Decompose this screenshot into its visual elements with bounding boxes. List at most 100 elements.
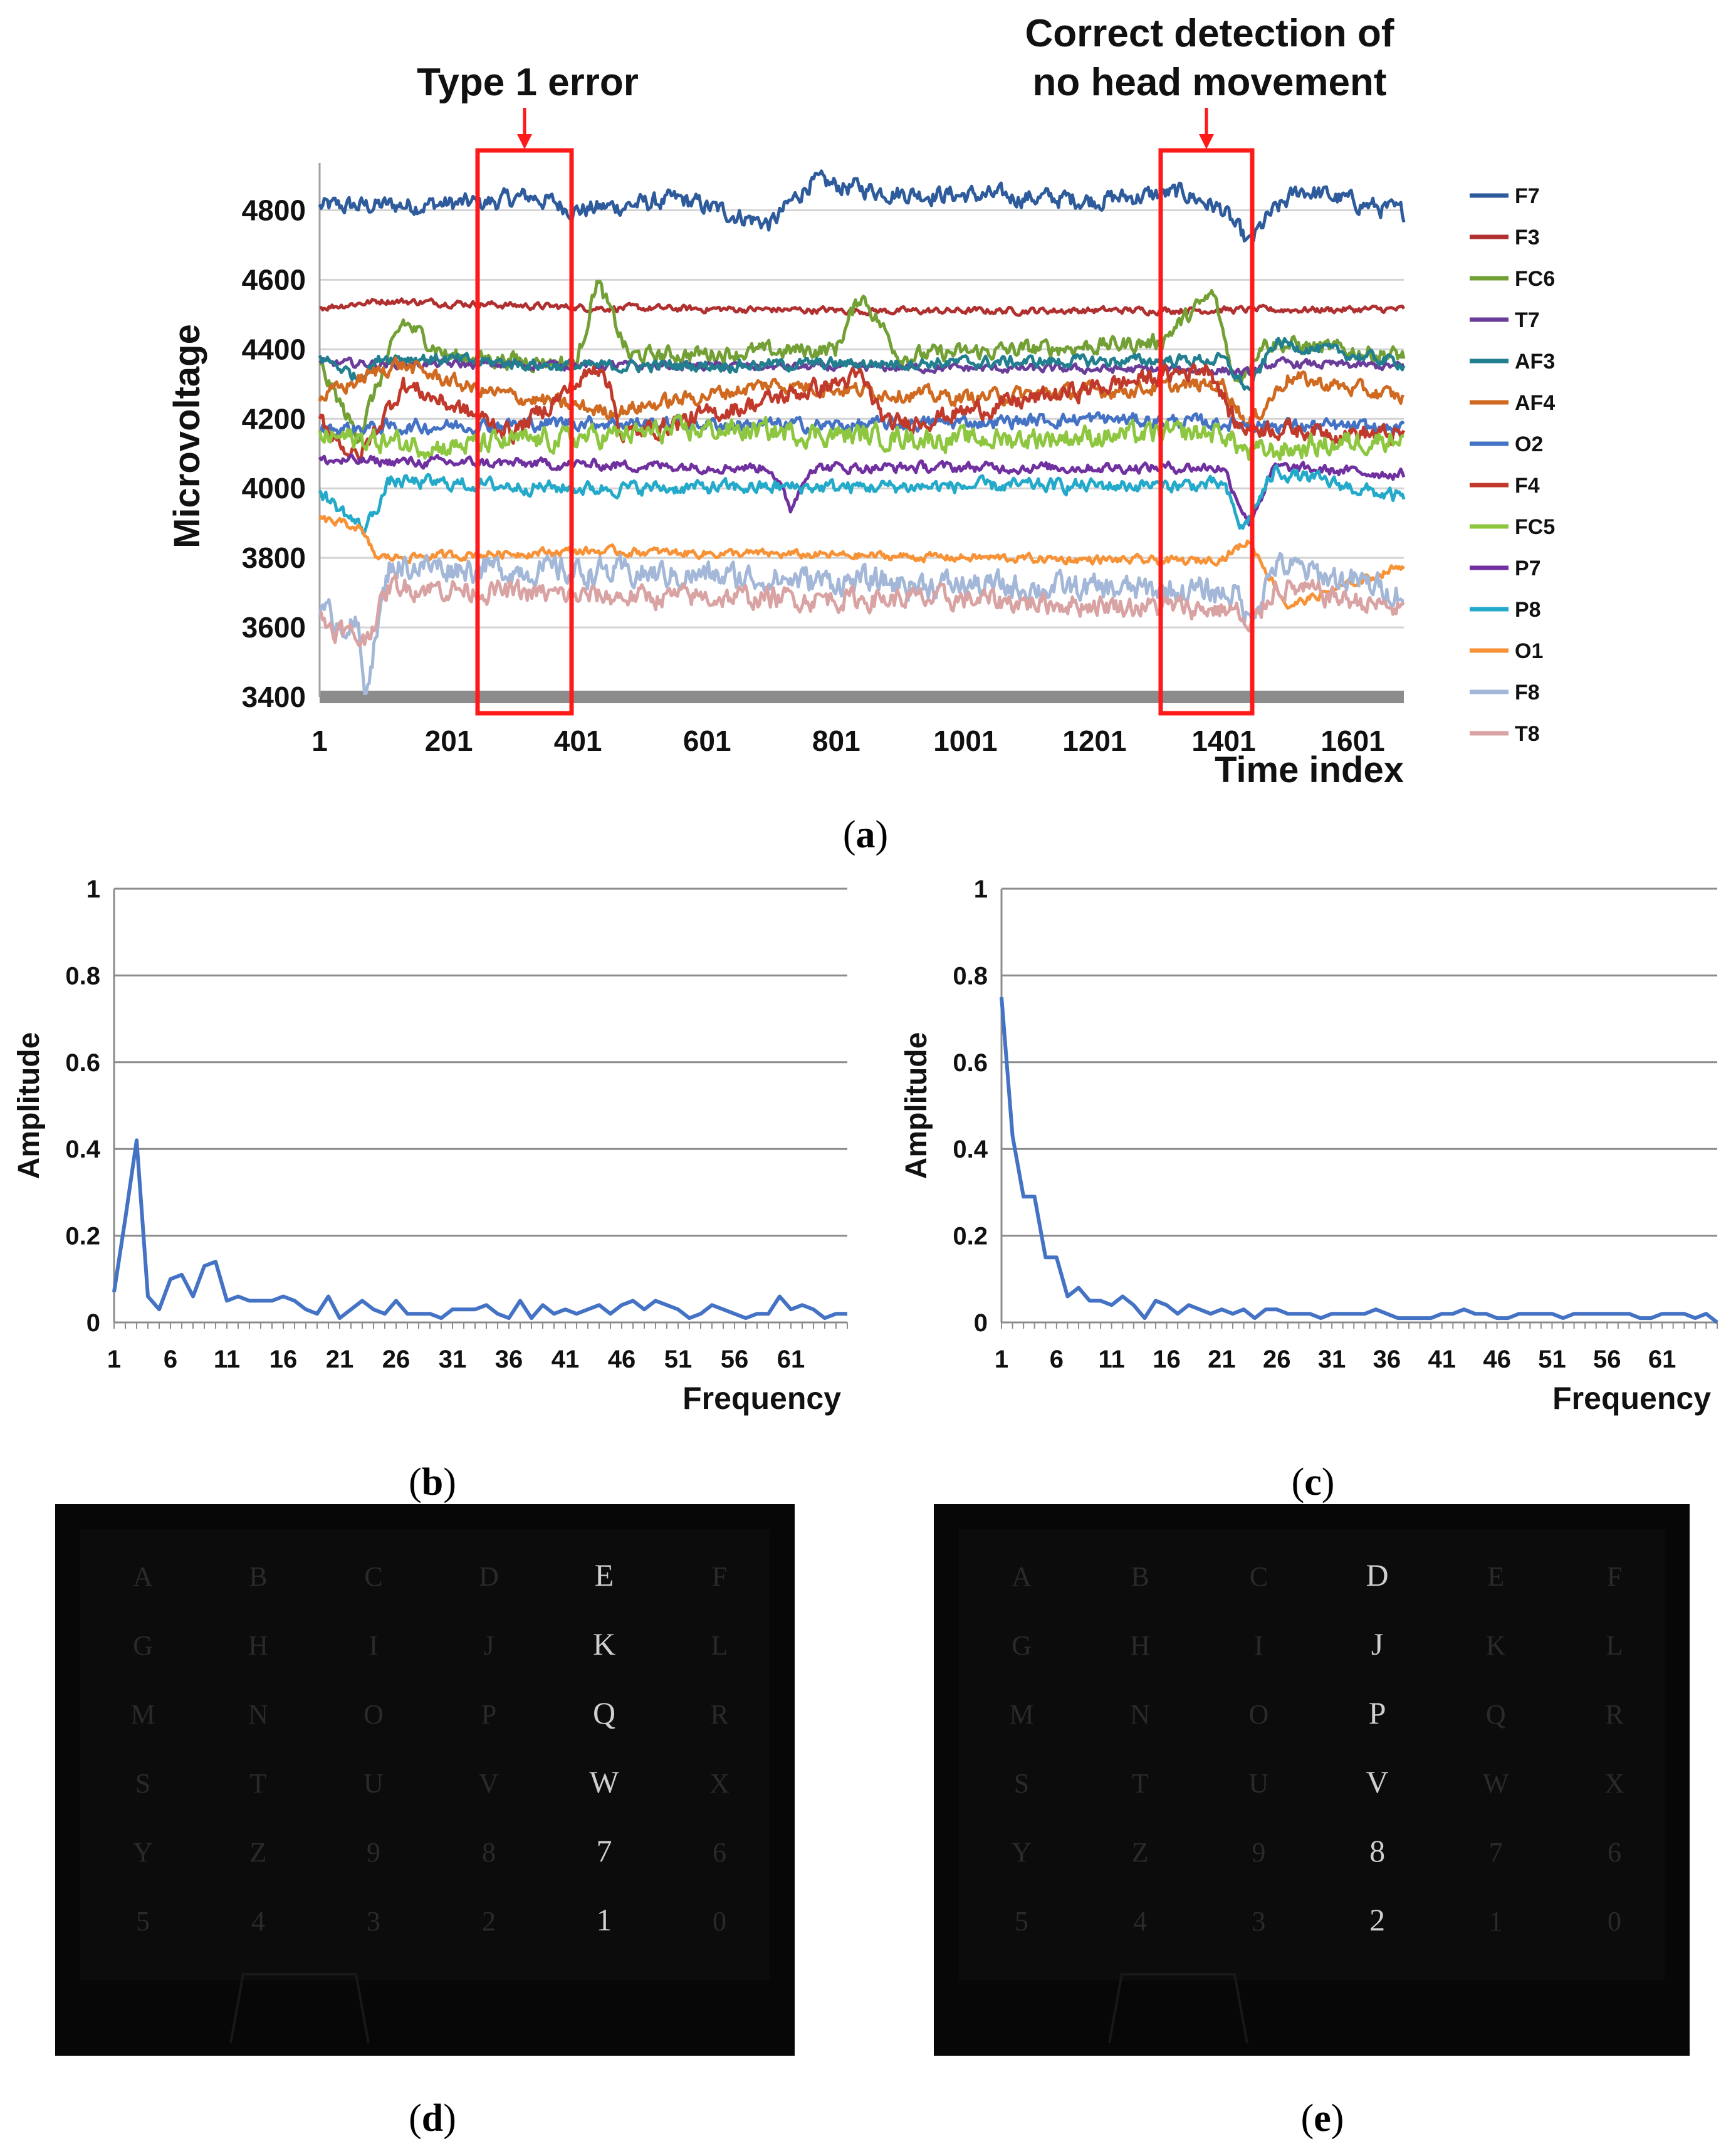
speller-character: 6 — [713, 1837, 726, 1868]
speller-character: M — [130, 1699, 155, 1730]
speller-character: 6 — [1608, 1837, 1621, 1868]
speller-character: E — [595, 1557, 614, 1593]
legend-label-F3: F3 — [1515, 226, 1540, 249]
x-axis-title: Frequency — [1552, 1381, 1711, 1416]
x-tick-label: 61 — [1648, 1346, 1676, 1373]
speller-character: F — [712, 1561, 727, 1592]
annotation-label-line2: no head movement — [1033, 61, 1387, 104]
legend-label-T8: T8 — [1515, 722, 1540, 746]
speller-character: G — [133, 1630, 153, 1661]
panel-c-caption: (c) — [1292, 1461, 1335, 1504]
speller-character: B — [1131, 1561, 1149, 1592]
x-tick-label: 201 — [425, 725, 473, 757]
y-tick-label: 0 — [86, 1309, 100, 1337]
x-tick-label: 16 — [269, 1346, 298, 1373]
speller-character: P — [481, 1699, 496, 1730]
speller-character: Z — [1132, 1837, 1149, 1868]
speller-character: M — [1009, 1699, 1033, 1730]
y-axis-title: Amplitude — [13, 1032, 46, 1180]
spectrum-line — [112, 1138, 847, 1321]
x-tick-label: 51 — [1538, 1346, 1566, 1373]
speller-character: 9 — [367, 1837, 380, 1868]
x-tick-label: 801 — [812, 725, 860, 757]
speller-character: C — [364, 1561, 382, 1592]
annotation-box-2 — [1158, 148, 1255, 716]
speller-character: O — [1249, 1699, 1269, 1730]
y-tick-label: 4000 — [242, 472, 306, 505]
speller-character: 5 — [1015, 1906, 1028, 1937]
series-line-F4 — [318, 362, 1406, 464]
x-tick-label: 1 — [107, 1346, 121, 1373]
speller-character: 1 — [1489, 1906, 1503, 1937]
x-tick-label: 46 — [1483, 1346, 1511, 1373]
series-line-AF3 — [318, 337, 1406, 392]
speller-character: L — [711, 1630, 728, 1661]
y-tick-label: 0.6 — [953, 1049, 988, 1077]
x-tick-label: 41 — [1428, 1346, 1456, 1373]
speller-character: V — [1366, 1764, 1389, 1799]
speller-character: N — [248, 1699, 268, 1730]
speller-character: D — [479, 1561, 499, 1592]
x-tick-label: 6 — [164, 1346, 177, 1373]
legend-label-O1: O1 — [1515, 639, 1543, 663]
speller-character: Y — [133, 1837, 153, 1868]
speller-character: Q — [1486, 1699, 1506, 1730]
speller-character: 1 — [597, 1902, 612, 1937]
series-line-AF4 — [318, 356, 1405, 427]
panel-b-chart: 00.20.40.60.811 6 11 16 21 26 31 36 41 46 51 56 61Fr… — [13, 876, 848, 1416]
speller-character: 5 — [136, 1906, 150, 1937]
legend-label-F8: F8 — [1515, 681, 1540, 704]
speller-character: Y — [1012, 1837, 1032, 1868]
speller-character: I — [369, 1630, 379, 1661]
speller-character: S — [1014, 1768, 1029, 1799]
speller-character: 8 — [482, 1837, 496, 1868]
series-line-F3 — [319, 297, 1406, 317]
speller-character: U — [1249, 1768, 1269, 1799]
series-line-O2 — [318, 411, 1405, 437]
x-tick-label: 41 — [552, 1346, 580, 1373]
speller-character: E — [1487, 1561, 1504, 1592]
x-tick-label: 26 — [382, 1346, 411, 1373]
annotation-label-line1: Correct detection of — [1025, 12, 1394, 55]
y-tick-label: 1 — [974, 876, 988, 903]
speller-character: 3 — [1252, 1906, 1265, 1937]
speller-character: D — [1366, 1557, 1389, 1593]
panel-e-caption: (e) — [1301, 2097, 1344, 2140]
annotation-arrowhead-1 — [517, 134, 532, 149]
speller-character: 0 — [1608, 1906, 1621, 1937]
speller-character: K — [1486, 1630, 1506, 1661]
legend-label-O2: O2 — [1515, 432, 1543, 456]
x-tick-label: 56 — [1593, 1346, 1621, 1373]
x-tick-label: 21 — [326, 1346, 354, 1373]
spectrum-line — [1000, 997, 1718, 1324]
speller-character: J — [1371, 1626, 1383, 1661]
speller-character: 2 — [482, 1906, 496, 1937]
series-line-F8 — [318, 552, 1404, 695]
legend-label-FC5: FC5 — [1515, 515, 1555, 539]
speller-character: C — [1250, 1561, 1268, 1592]
speller-character: K — [593, 1626, 615, 1661]
speller-character: 2 — [1369, 1902, 1385, 1937]
panel-e-photo: A B C D E F G H I J K L M N O P Q R S T U V W X Y Z 9 8 7 6 5 4 3 2 1 0 — [934, 1504, 1690, 2056]
y-tick-label: 0.2 — [953, 1223, 988, 1250]
y-tick-label: 0.2 — [65, 1223, 100, 1250]
speller-character: X — [1604, 1768, 1624, 1799]
speller-character: W — [1483, 1768, 1509, 1799]
panel-a-caption: (a) — [843, 814, 888, 856]
series-line-T7 — [318, 356, 1404, 377]
legend-label-P7: P7 — [1515, 557, 1541, 580]
annotation-label-type1: Type 1 error — [417, 61, 639, 104]
panel-d-photo: A B C D E F G H I J K L M N O P Q R S T U V W X Y Z 9 8 7 6 5 4 3 2 1 0 — [55, 1504, 795, 2056]
legend-label-F7: F7 — [1515, 184, 1540, 208]
speller-character: S — [135, 1768, 150, 1799]
stand-outline — [229, 1973, 370, 2044]
y-tick-label: 4600 — [242, 263, 306, 296]
speller-character: 0 — [713, 1906, 726, 1937]
x-tick-label: 1201 — [1062, 725, 1126, 757]
series-line-T8 — [318, 573, 1405, 647]
x-tick-label: 26 — [1263, 1346, 1291, 1373]
panel-c-chart: 00.20.40.60.811 6 11 16 21 26 31 36 41 46 51 56 61Fr… — [900, 876, 1718, 1416]
x-tick-label: 1001 — [933, 725, 997, 757]
series-line-P7 — [318, 453, 1406, 526]
x-axis-title: Time index — [1215, 750, 1404, 790]
